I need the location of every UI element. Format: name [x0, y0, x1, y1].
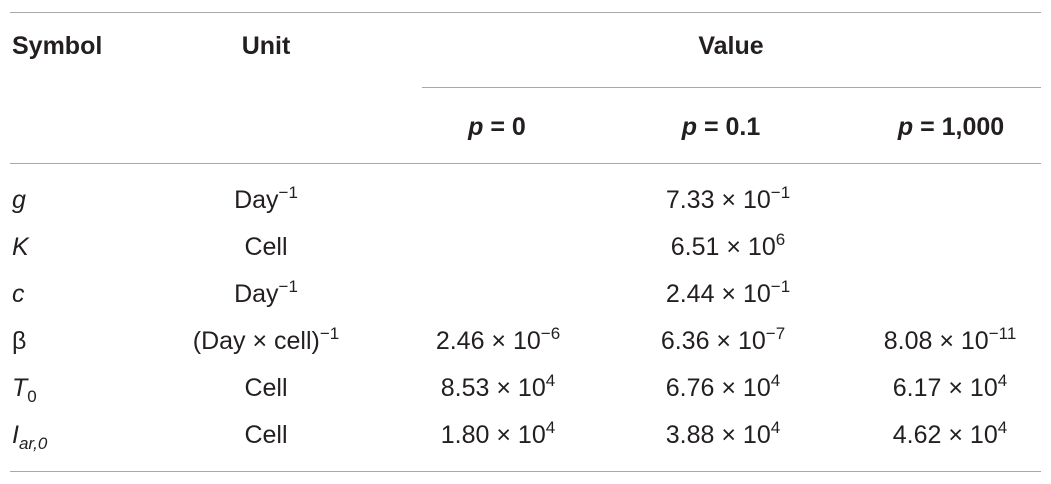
p-label: p	[681, 113, 698, 141]
header-p-col-0: p = 0	[468, 112, 526, 142]
row-symbol: Iar,0	[12, 421, 48, 453]
p-value: = 1,000	[920, 113, 1005, 141]
table-top-rule	[10, 12, 1041, 13]
row-value-p1000: 4.62 × 104	[892, 418, 1008, 449]
row-unit: Cell	[244, 421, 288, 449]
header-unit: Unit	[241, 32, 291, 60]
row-shared-value: 7.33 × 10−1	[665, 183, 791, 214]
row-symbol: T0	[12, 374, 37, 406]
value-group-rule	[422, 87, 1041, 88]
row-value-p01: 6.76 × 104	[665, 371, 781, 402]
row-symbol: c	[12, 280, 25, 308]
header-p-col-2: p = 1,000	[898, 112, 1004, 142]
row-unit: Day−1	[234, 183, 298, 214]
row-value-p0: 1.80 × 104	[440, 418, 556, 449]
row-unit: (Day × cell)−1	[192, 324, 340, 355]
header-bottom-rule	[10, 163, 1041, 164]
header-value: Value	[698, 32, 764, 60]
header-symbol: Symbol	[12, 32, 103, 60]
row-value-p01: 6.36 × 10−7	[660, 324, 786, 355]
row-unit: Day−1	[234, 277, 298, 308]
p-label: p	[897, 113, 914, 141]
header-p-col-1: p = 0.1	[682, 112, 761, 142]
row-value-p1000: 6.17 × 104	[892, 371, 1008, 402]
row-value-p0: 8.53 × 104	[440, 371, 556, 402]
p-label: p	[468, 113, 484, 141]
row-shared-value: 2.44 × 10−1	[665, 277, 791, 308]
row-value-p01: 3.88 × 104	[665, 418, 781, 449]
row-symbol: K	[12, 233, 29, 261]
row-value-p1000: 8.08 × 10−11	[883, 324, 1017, 355]
p-value: = 0.1	[703, 113, 761, 141]
table-bottom-rule	[10, 471, 1041, 472]
row-shared-value: 6.51 × 106	[670, 230, 786, 261]
row-symbol: g	[12, 186, 26, 214]
row-unit: Cell	[244, 374, 288, 402]
p-value: = 0	[490, 113, 526, 141]
row-symbol: β	[12, 327, 27, 355]
row-unit: Cell	[244, 233, 288, 261]
row-value-p0: 2.46 × 10−6	[435, 324, 561, 355]
